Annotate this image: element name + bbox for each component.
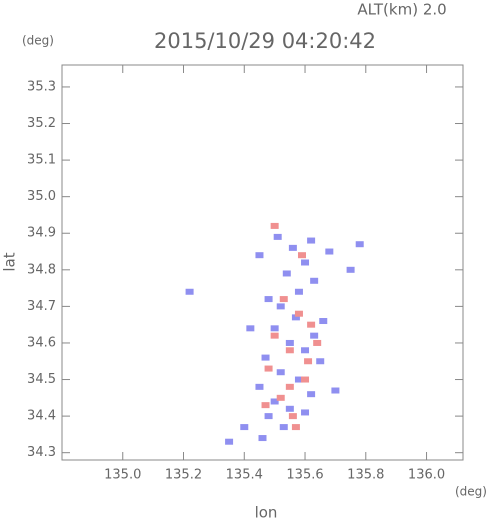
echo-cell: [294, 288, 303, 295]
echo-cell: [246, 325, 255, 332]
echo-cell: [291, 314, 300, 321]
echo-cell: [285, 383, 294, 390]
echo-cell: [291, 424, 300, 431]
echo-cell: [307, 391, 316, 398]
echo-cell: [304, 358, 313, 365]
x-tick-label: 135.8: [347, 468, 384, 483]
echo-cell: [313, 339, 322, 346]
echo-cell: [185, 288, 194, 295]
echo-cell: [270, 332, 279, 339]
y-tick-label: 34.8: [27, 262, 56, 277]
y-tick-label: 35.2: [27, 116, 56, 131]
echo-cell: [319, 318, 328, 325]
echo-cell: [325, 248, 334, 255]
echo-cell: [282, 270, 291, 277]
echo-cell: [276, 394, 285, 401]
echo-cell: [297, 252, 306, 259]
y-tick-label: 34.5: [27, 372, 56, 387]
chart-title: 2015/10/29 04:20:42: [154, 29, 376, 53]
echo-cell: [255, 252, 264, 259]
x-tick-label: 135.4: [226, 468, 263, 483]
echo-cell: [288, 244, 297, 251]
echo-cell: [310, 277, 319, 284]
echo-cell: [240, 424, 249, 431]
echo-cell: [355, 241, 364, 248]
echo-cell: [346, 266, 355, 273]
echo-cell: [331, 387, 340, 394]
y-tick-label: 34.3: [27, 445, 56, 460]
echo-cell: [264, 413, 273, 420]
x-tick-label: 135.2: [165, 468, 202, 483]
echo-cell: [261, 402, 270, 409]
echo-cell: [288, 413, 297, 420]
x-tick-label: 135.0: [104, 468, 141, 483]
echo-cell: [279, 424, 288, 431]
echo-cell: [285, 405, 294, 412]
echo-cell: [270, 398, 279, 405]
echo-cell: [285, 339, 294, 346]
x-tick-label: 135.6: [286, 468, 323, 483]
echo-cell: [316, 358, 325, 365]
y-tick-label: 34.9: [27, 226, 56, 241]
echo-cell: [225, 438, 234, 445]
echo-cell: [255, 383, 264, 390]
y-tick-label: 34.4: [27, 409, 56, 424]
plot-frame: [61, 64, 464, 461]
echo-cell: [261, 354, 270, 361]
echo-cell: [273, 233, 282, 240]
echo-cell: [270, 222, 279, 229]
y-unit: (deg): [22, 34, 54, 48]
echo-cell: [279, 296, 288, 303]
echo-cell: [307, 237, 316, 244]
altitude-label: ALT(km) 2.0: [357, 1, 446, 19]
y-tick-label: 35.3: [27, 79, 56, 94]
y-tick-label: 35.0: [27, 189, 56, 204]
echo-cell: [270, 325, 279, 332]
echo-cell: [285, 347, 294, 354]
echo-cell: [310, 332, 319, 339]
echo-cell: [264, 296, 273, 303]
echo-cell: [264, 365, 273, 372]
echo-cell: [301, 409, 310, 416]
echo-cell: [301, 347, 310, 354]
x-unit: (deg): [455, 485, 487, 499]
x-axis-label: lon: [255, 504, 278, 521]
y-tick-label: 34.6: [27, 335, 56, 350]
echo-cell: [301, 259, 310, 266]
echo-cell: [294, 376, 303, 383]
echo-cell: [258, 435, 267, 442]
y-tick-label: 34.7: [27, 299, 56, 314]
echo-cell: [276, 369, 285, 376]
x-tick-label: 136.0: [408, 468, 445, 483]
y-tick-label: 35.1: [27, 153, 56, 168]
y-axis-label: lat: [1, 252, 19, 271]
echo-cell: [301, 376, 310, 383]
echo-cell: [276, 303, 285, 310]
echo-cell: [307, 321, 316, 328]
echo-cell: [294, 310, 303, 317]
